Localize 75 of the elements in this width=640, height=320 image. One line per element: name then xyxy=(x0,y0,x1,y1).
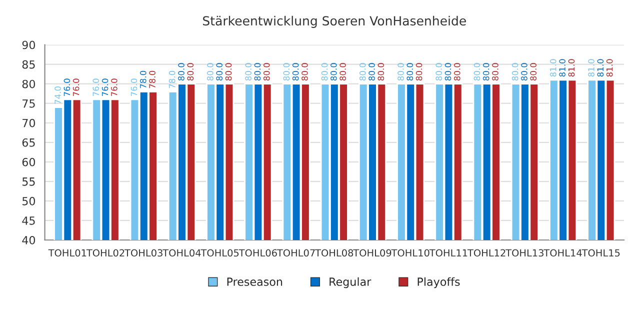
data-label: 80.0 xyxy=(292,63,299,80)
x-tick-label: TOHL11 xyxy=(429,249,468,257)
x-tick-label: TOHL01 xyxy=(48,249,86,257)
data-label: 80.0 xyxy=(216,63,222,80)
x-tick-label: TOHL03 xyxy=(124,249,162,257)
data-label: 76.0 xyxy=(92,78,100,96)
x-tick-label: TOHL08 xyxy=(315,249,354,257)
data-label: 80.0 xyxy=(359,63,366,80)
data-label: 80.0 xyxy=(302,63,308,80)
x-tick-label: TOHL06 xyxy=(238,249,277,257)
data-label: 74.0 xyxy=(54,86,61,104)
data-label: 80.0 xyxy=(474,63,480,80)
data-label: 78.0 xyxy=(140,70,146,88)
data-label: 80.0 xyxy=(454,63,460,80)
data-label: 80.0 xyxy=(225,63,232,80)
data-label: 78.0 xyxy=(168,70,176,88)
x-tick-label: TOHL04 xyxy=(162,249,201,257)
data-label: 80.0 xyxy=(368,63,375,80)
y-tick-label: 65 xyxy=(22,138,35,147)
y-tick-label: 45 xyxy=(22,216,35,225)
data-label: 76.0 xyxy=(64,78,70,96)
data-label: 80.0 xyxy=(245,63,252,80)
data-label: 80.0 xyxy=(263,63,270,80)
data-label: 81.0 xyxy=(568,59,575,77)
data-label: 80.0 xyxy=(482,63,490,80)
legend-label: Regular xyxy=(330,277,372,288)
data-label: 80.0 xyxy=(340,63,346,80)
data-label: 80.0 xyxy=(521,63,528,80)
chart-title: Stärkeentwicklung Soeren VonHasenheide xyxy=(203,16,466,28)
x-tick-label: TOHL02 xyxy=(86,249,124,257)
data-label: 80.0 xyxy=(444,63,452,80)
data-label: 81.0 xyxy=(559,59,566,77)
data-label: 81.0 xyxy=(606,59,613,77)
data-label: 80.0 xyxy=(178,63,184,80)
data-label: 80.0 xyxy=(416,63,422,80)
x-tick-label: TOHL10 xyxy=(391,249,430,257)
data-label: 80.0 xyxy=(321,63,328,80)
y-tick-label: 90 xyxy=(22,40,36,50)
data-label: 80.0 xyxy=(207,63,214,80)
data-label: 80.0 xyxy=(330,63,337,80)
x-tick-label: TOHL09 xyxy=(353,249,392,257)
y-tick-label: 50 xyxy=(22,196,36,206)
legend-label: Preseason xyxy=(227,278,282,286)
data-label: 80.0 xyxy=(406,63,414,80)
data-label: 81.0 xyxy=(550,59,556,77)
data-label: 76.0 xyxy=(111,78,118,96)
data-label: 76.0 xyxy=(72,78,80,96)
data-label: 80.0 xyxy=(254,63,261,80)
data-label: 81.0 xyxy=(588,59,594,77)
data-label: 81.0 xyxy=(597,59,604,77)
data-label: 80.0 xyxy=(492,63,498,80)
data-label: 80.0 xyxy=(187,63,194,80)
x-tick-label: TOHL05 xyxy=(200,249,239,257)
legend-label: Playoffs xyxy=(418,277,460,288)
y-tick-label: 75 xyxy=(22,99,35,108)
y-tick-label: 70 xyxy=(22,118,36,128)
data-label: 80.0 xyxy=(530,63,536,80)
y-tick-label: 55 xyxy=(22,178,35,186)
y-tick-label: 80 xyxy=(22,80,36,88)
data-label: 80.0 xyxy=(512,63,518,80)
x-tick-label: TOHL07 xyxy=(276,249,315,257)
data-label: 80.0 xyxy=(283,63,290,80)
x-tick-label: TOHL15 xyxy=(582,249,620,257)
y-tick-label: 60 xyxy=(22,158,36,166)
data-label: 78.0 xyxy=(149,70,156,88)
x-tick-label: TOHL12 xyxy=(467,249,506,257)
x-tick-label: TOHL14 xyxy=(544,249,582,257)
data-label: 80.0 xyxy=(436,63,442,80)
data-label: 80.0 xyxy=(398,63,404,80)
y-tick-label: 85 xyxy=(22,60,35,69)
x-tick-label: TOHL13 xyxy=(506,249,544,257)
data-label: 76.0 xyxy=(130,78,138,96)
data-label: 80.0 xyxy=(378,63,384,80)
data-label: 76.0 xyxy=(102,78,108,96)
y-tick-label: 40 xyxy=(22,236,36,244)
